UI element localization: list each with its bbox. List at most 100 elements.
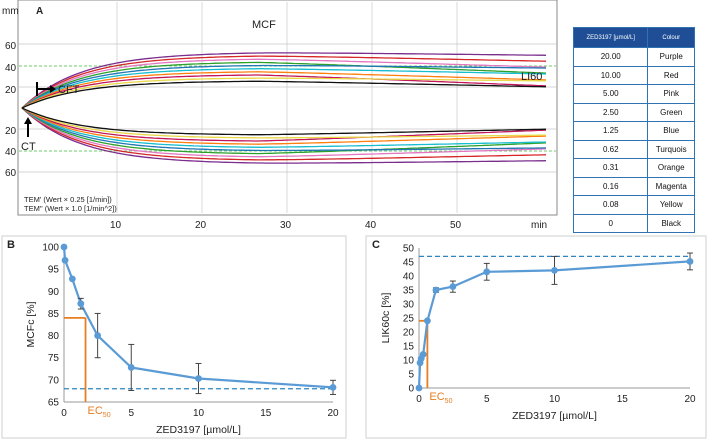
y-tick-bottom-40: 40 (5, 147, 17, 158)
x-axis-title: ZED3197 [µmol/L] (156, 424, 241, 436)
y-tick-top-60: 60 (5, 41, 17, 52)
legend-concentration: 20.00 (572, 47, 649, 67)
x-tick-label: 10 (193, 408, 205, 419)
trace-lower (21, 107, 547, 148)
trace-upper (21, 74, 547, 109)
legend-concentration: 0 (572, 213, 649, 233)
legend-row: 0 Black (572, 213, 695, 233)
panel-c-label: C (372, 239, 380, 251)
x-tick-label: 10 (549, 394, 561, 405)
x-tick-50: 50 (450, 220, 462, 231)
ct-arrow-icon (24, 117, 32, 137)
data-point (686, 258, 694, 265)
legend-colour: Yellow (647, 195, 695, 215)
data-point (60, 243, 68, 251)
legend-colour: Blue (647, 121, 695, 141)
data-point (329, 383, 337, 391)
x-tick-label: 15 (260, 408, 272, 419)
x-tick-10: 10 (110, 220, 122, 231)
legend-colour: Magenta (647, 176, 695, 196)
y-tick-top-40: 40 (5, 63, 17, 74)
ct-label: CT (21, 141, 36, 153)
trace-lower (21, 107, 547, 145)
legend-concentration: 2.50 (572, 102, 649, 122)
ec50-subscript: 50 (445, 398, 453, 405)
cft-arrow-icon (36, 82, 56, 96)
legend-colour: Red (647, 65, 695, 85)
legend-concentration: 0.31 (572, 158, 649, 178)
x-tick-min: min (531, 220, 547, 231)
data-point (415, 384, 423, 392)
legend-colour: Orange (647, 158, 695, 178)
legend-row: 10.00 Red (572, 65, 695, 85)
y-tick-label: 30 (403, 300, 415, 311)
trace-upper (21, 64, 547, 109)
x-tick-20: 20 (195, 220, 207, 231)
y-tick-label: 90 (48, 287, 60, 298)
x-tick-label: 5 (128, 408, 134, 419)
y-tick-label: 65 (48, 398, 60, 409)
mcf-label: MCF (252, 19, 276, 31)
y-tick-label: 0 (408, 384, 414, 395)
legend-colour: Turquois (647, 139, 695, 159)
y-tick-label: 80 (48, 331, 60, 342)
trace-upper (21, 68, 547, 109)
trace-lower (21, 107, 547, 155)
y-tick-label: 10 (403, 356, 415, 367)
tem-second-derivative-note: TEM'' (Wert × 1.0 [1/min^2]) (24, 204, 117, 213)
x-axis-title: ZED3197 [µmol/L] (512, 410, 597, 422)
panel-b-label: B (7, 239, 15, 251)
data-point (195, 375, 202, 382)
panel-a-label: A (36, 6, 43, 17)
y-tick-label: 15 (403, 342, 415, 353)
y-tick-bottom-60: 60 (5, 168, 17, 179)
y-unit-label: mm (2, 6, 19, 17)
trace-lower (21, 107, 547, 161)
panel-a-traces (21, 52, 547, 164)
ec50-subscript: 50 (103, 412, 111, 419)
legend-row: 0.08 Yellow (572, 195, 695, 215)
data-point (94, 332, 102, 339)
legend-header-colour: Colour (647, 27, 695, 48)
y-tick-label: 25 (403, 314, 415, 325)
trace-upper (21, 71, 547, 109)
legend-colour: Pink (647, 84, 695, 104)
x-tick-label: 5 (484, 394, 490, 405)
y-axis-title: LIK60c [%] (380, 293, 392, 344)
panel-c-chart: 0 5 10 15 20 0 5 10 15 20 25 30 35 40 45 50 ZED3197 [µmo… (380, 244, 696, 423)
cft-label: CFT (58, 84, 80, 96)
legend-row: 0.16 Magenta (572, 176, 695, 196)
legend-concentration: 1.25 (572, 121, 649, 141)
y-tick-label: 50 (403, 244, 415, 255)
trace-lower (21, 107, 547, 139)
trace-upper (21, 55, 547, 109)
y-tick-label: 95 (48, 265, 60, 276)
legend-concentration: 0.08 (572, 195, 649, 215)
y-tick-label: 75 (48, 353, 60, 364)
panel-c-frame (365, 235, 707, 439)
trace-lower (21, 107, 547, 136)
legend-concentration: 10.00 (572, 65, 649, 85)
x-tick-label: 20 (327, 408, 339, 419)
trace-lower (21, 107, 547, 158)
x-tick-40: 40 (365, 220, 377, 231)
data-point (551, 267, 558, 274)
trace-upper (21, 61, 547, 109)
y-tick-label: 35 (403, 286, 415, 297)
data-point (449, 283, 457, 291)
legend-row: 0.31 Orange (572, 158, 695, 178)
data-point (68, 275, 76, 283)
legend-row: 0.62 Turquois (572, 139, 695, 159)
legend-row: 5.00 Pink (572, 84, 695, 104)
y-tick-top-20: 20 (5, 85, 17, 96)
y-tick-label: 20 (403, 328, 415, 339)
panel-b-chart: 0 5 10 15 20 65 70 75 80 85 90 95 100 ZED3197 [µmol/L… (25, 243, 339, 437)
legend-colour: Purple (647, 47, 695, 67)
legend-colour: Black (647, 213, 695, 233)
li60-label: LI60 (521, 71, 542, 83)
y-tick-label: 85 (48, 309, 60, 320)
y-tick-label: 70 (48, 375, 60, 386)
legend-colour: Green (647, 102, 695, 122)
trace-upper (21, 80, 547, 109)
